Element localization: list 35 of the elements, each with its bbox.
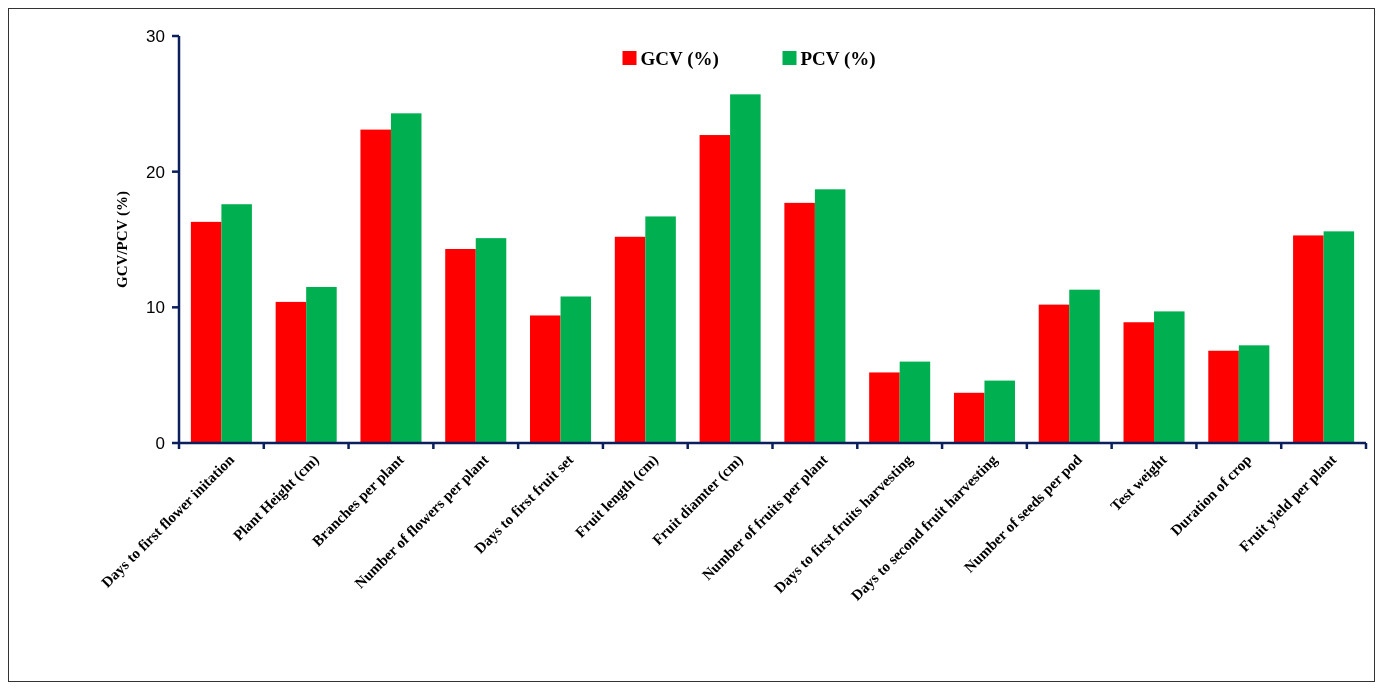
bar [360,129,391,443]
bar [899,361,931,443]
bar [730,94,761,443]
bar [699,135,731,443]
bar [869,372,900,443]
bar [445,249,476,443]
bar [784,202,815,443]
bar [1238,345,1270,443]
bar [614,236,646,443]
bar [1069,289,1100,443]
bar [1293,235,1324,443]
bar [984,380,1015,443]
bar [221,204,252,443]
bar [1038,304,1070,443]
bar [1323,231,1355,443]
bar [953,392,985,443]
bar [190,221,222,443]
legend-label: GCV (%) [640,47,719,70]
y-axis-title: GCV/PCV (%) [114,191,131,288]
bar [275,301,307,443]
bar [1154,311,1185,443]
legend-label: PCV (%) [800,47,876,70]
y-tick-label: 30 [146,26,165,46]
y-tick-label: 10 [146,298,165,318]
bar [390,113,422,443]
bar [560,296,592,443]
bar [1123,322,1155,443]
y-tick-label: 20 [146,162,165,182]
bar [306,286,337,443]
bar [814,189,846,443]
y-tick-label: 0 [155,433,165,453]
bar [645,216,676,443]
bar [1208,350,1239,443]
bar [475,238,507,443]
bar [530,315,561,443]
